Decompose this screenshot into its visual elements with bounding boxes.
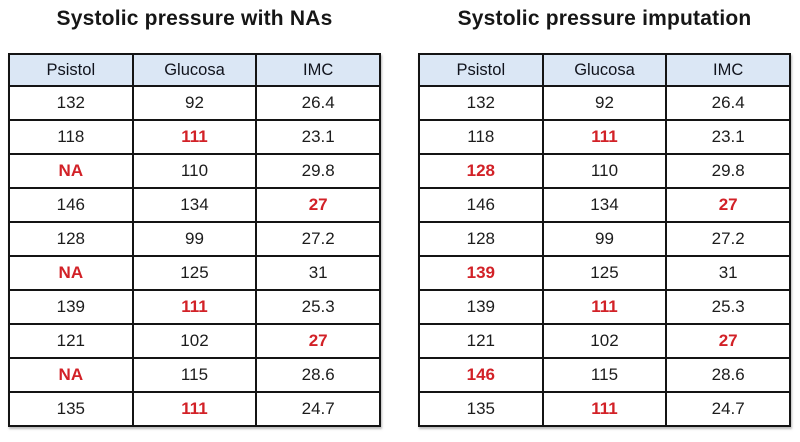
table-cell: 118 — [418, 119, 544, 156]
column-header-imc: IMC — [255, 53, 381, 88]
table-cell: 25.3 — [665, 289, 791, 326]
table-cell: 139 — [418, 289, 544, 326]
table-cell: 27 — [255, 323, 381, 360]
table-cell: 110 — [541, 153, 668, 190]
table-cell: 29.8 — [255, 153, 381, 190]
table-cell: 128 — [418, 221, 544, 258]
table-cell: 111 — [541, 391, 668, 428]
table-cell: 121 — [8, 323, 134, 360]
table-body: 132 92 26.4 118 111 23.1 128 110 29.8 146 134 27 128… — [418, 85, 791, 428]
table-body: 132 92 26.4 118 111 23.1 NA 110 29.8 146 134 27 128 9… — [8, 85, 381, 428]
table-cell: 135 — [418, 391, 544, 428]
table-with-nas: Psistol Glucosa IMC 132 92 26.4 118 111 23.1 N… — [8, 53, 381, 428]
table-cell: 139 — [8, 289, 134, 326]
table-cell: 125 — [131, 255, 258, 292]
table-row: 128 99 27.2 — [8, 221, 381, 258]
table-imputation: Psistol Glucosa IMC 132 92 26.4 118 111 23.1 1… — [418, 53, 791, 428]
table-cell: 25.3 — [255, 289, 381, 326]
table-row: 139 125 31 — [418, 255, 791, 292]
table-cell: 118 — [8, 119, 134, 156]
table-cell: 134 — [541, 187, 668, 224]
column-header-glucosa: Glucosa — [131, 53, 258, 88]
table-cell: 24.7 — [255, 391, 381, 428]
table-cell: 111 — [131, 289, 258, 326]
table-cell: 111 — [541, 119, 668, 156]
table-cell: 102 — [131, 323, 258, 360]
table-cell: 139 — [418, 255, 544, 292]
panel-with-nas: Systolic pressure with NAs Psistol Gluco… — [8, 0, 381, 442]
table-row: 128 99 27.2 — [418, 221, 791, 258]
table-cell: 92 — [541, 85, 668, 122]
table-cell: 132 — [418, 85, 544, 122]
table-cell: 125 — [541, 255, 668, 292]
panel-imputation: Systolic pressure imputation Psistol Glu… — [418, 0, 791, 442]
table-cell: 27 — [665, 187, 791, 224]
table-cell: 27 — [255, 187, 381, 224]
table-cell: 92 — [131, 85, 258, 122]
table-cell: 146 — [418, 187, 544, 224]
table-row: 132 92 26.4 — [418, 85, 791, 122]
table-row: 146 115 28.6 — [418, 357, 791, 394]
table-cell: 111 — [131, 119, 258, 156]
column-header-psistol: Psistol — [418, 53, 544, 88]
table-row: 135 111 24.7 — [418, 391, 791, 428]
column-header-imc: IMC — [665, 53, 791, 88]
table-cell: 27 — [665, 323, 791, 360]
table-cell: 31 — [665, 255, 791, 292]
table-cell: 26.4 — [665, 85, 791, 122]
table-row: 118 111 23.1 — [8, 119, 381, 156]
table-cell: 99 — [131, 221, 258, 258]
table-row: NA 115 28.6 — [8, 357, 381, 394]
table-cell: 31 — [255, 255, 381, 292]
table-cell: 27.2 — [665, 221, 791, 258]
table-cell: 134 — [131, 187, 258, 224]
table-cell: 121 — [418, 323, 544, 360]
table-cell: 23.1 — [255, 119, 381, 156]
table-header: Psistol Glucosa IMC — [8, 53, 381, 88]
column-header-glucosa: Glucosa — [541, 53, 668, 88]
table-row: NA 110 29.8 — [8, 153, 381, 190]
table-row: 139 111 25.3 — [418, 289, 791, 326]
table-row: 132 92 26.4 — [8, 85, 381, 122]
table-row: 135 111 24.7 — [8, 391, 381, 428]
table-cell: 146 — [418, 357, 544, 394]
column-header-psistol: Psistol — [8, 53, 134, 88]
table-cell: 24.7 — [665, 391, 791, 428]
table-cell: 111 — [131, 391, 258, 428]
table-cell: 28.6 — [665, 357, 791, 394]
table-cell: NA — [8, 153, 134, 190]
table-header: Psistol Glucosa IMC — [418, 53, 791, 88]
table-row: 128 110 29.8 — [418, 153, 791, 190]
table-cell: 128 — [418, 153, 544, 190]
table-cell: 23.1 — [665, 119, 791, 156]
table-cell: 99 — [541, 221, 668, 258]
table-cell: NA — [8, 255, 134, 292]
table-cell: 128 — [8, 221, 134, 258]
table-row: 121 102 27 — [8, 323, 381, 360]
table-title-with-nas: Systolic pressure with NAs — [56, 7, 333, 30]
table-cell: 26.4 — [255, 85, 381, 122]
header-row: Psistol Glucosa IMC — [418, 53, 791, 88]
header-row: Psistol Glucosa IMC — [8, 53, 381, 88]
table-cell: 29.8 — [665, 153, 791, 190]
table-cell: 115 — [131, 357, 258, 394]
table-row: 146 134 27 — [418, 187, 791, 224]
table-cell: 146 — [8, 187, 134, 224]
table-row: 146 134 27 — [8, 187, 381, 224]
table-cell: NA — [8, 357, 134, 394]
table-title-imputation: Systolic pressure imputation — [457, 7, 752, 30]
table-cell: 27.2 — [255, 221, 381, 258]
table-cell: 132 — [8, 85, 134, 122]
table-cell: 102 — [541, 323, 668, 360]
table-cell: 115 — [541, 357, 668, 394]
table-row: NA 125 31 — [8, 255, 381, 292]
table-cell: 110 — [131, 153, 258, 190]
table-row: 121 102 27 — [418, 323, 791, 360]
table-cell: 135 — [8, 391, 134, 428]
table-row: 118 111 23.1 — [418, 119, 791, 156]
table-cell: 28.6 — [255, 357, 381, 394]
table-row: 139 111 25.3 — [8, 289, 381, 326]
table-cell: 111 — [541, 289, 668, 326]
